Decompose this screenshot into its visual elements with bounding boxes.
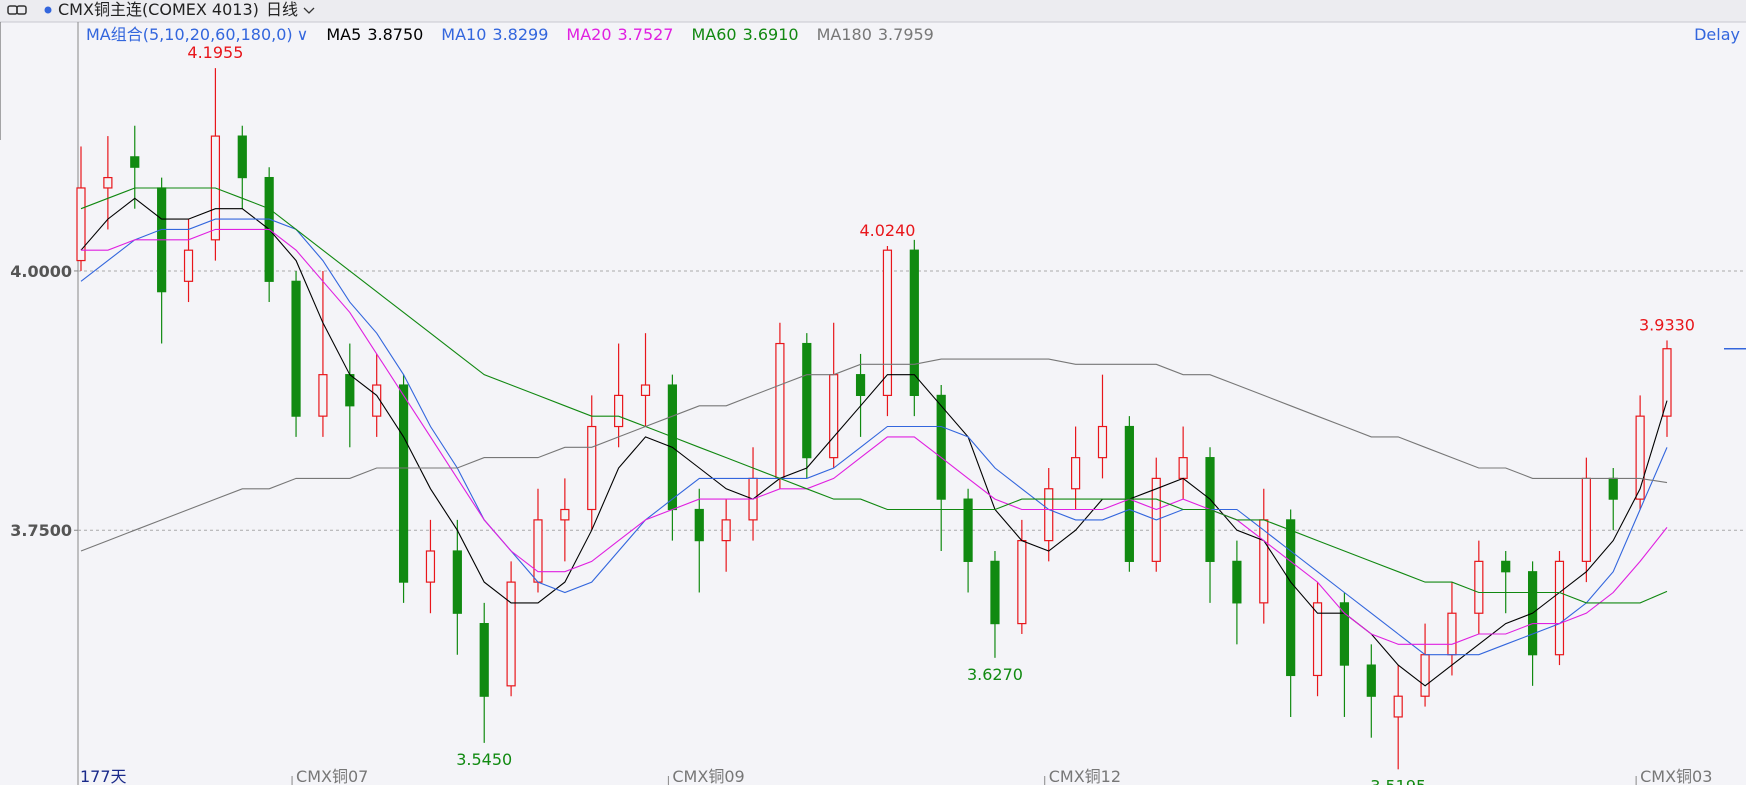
legend-name: MA180 xyxy=(817,25,872,44)
candle-body xyxy=(318,374,328,417)
candle-body xyxy=(1635,415,1645,500)
candle-body xyxy=(452,550,462,614)
status-dot xyxy=(44,6,52,14)
link-icon xyxy=(7,5,27,15)
x-tick-label: CMX铜07 xyxy=(296,767,368,785)
candle-body xyxy=(291,280,301,417)
candle-body xyxy=(614,394,624,428)
high-label: 4.1955 xyxy=(187,43,243,62)
candle-body xyxy=(1286,519,1296,677)
ma-group: MA组合(5,10,20,60,180,0) xyxy=(86,25,293,44)
candle-body xyxy=(1474,560,1484,614)
legend: MA组合(5,10,20,60,180,0) ∨ MA5 3.8750 MA10 3.82… xyxy=(86,25,934,44)
legend-name: MA5 xyxy=(326,25,361,44)
x-tick-label: CMX铜03 xyxy=(1640,767,1712,785)
legend-value: 3.7527 xyxy=(618,25,674,44)
candle-body xyxy=(855,374,866,397)
y-tick-label: 4.0000 xyxy=(10,262,72,281)
candle-body xyxy=(1662,348,1672,417)
legend-value: 3.6910 xyxy=(743,25,799,44)
candle-body xyxy=(936,394,946,500)
x-tick-label: CMX铜09 xyxy=(672,767,744,785)
status: Delay xyxy=(1694,25,1740,44)
candle-body xyxy=(1366,664,1376,697)
candle-body xyxy=(1017,540,1027,625)
candle-body xyxy=(560,508,570,521)
candle-body xyxy=(1420,654,1430,697)
candle-body xyxy=(130,156,140,168)
header-bar xyxy=(0,0,1746,22)
candle-body xyxy=(1447,612,1457,656)
legend-value: 3.7959 xyxy=(878,25,934,44)
x-tick-label: CMX铜12 xyxy=(1049,767,1121,785)
candle-body xyxy=(1178,457,1188,479)
candle-body xyxy=(829,374,839,459)
candle-body xyxy=(990,560,1000,625)
legend-value: 3.8750 xyxy=(367,25,423,44)
candle-body xyxy=(1124,425,1134,562)
candle-body xyxy=(183,249,194,282)
ma-line xyxy=(80,218,1668,656)
candle-body xyxy=(1608,477,1618,500)
ma-line xyxy=(80,197,1668,687)
legend-name: MA60 xyxy=(691,25,736,44)
candle-body xyxy=(103,176,113,189)
low-label: 3.5450 xyxy=(456,750,512,769)
legend-name: MA10 xyxy=(441,25,486,44)
low-label: 3.6270 xyxy=(967,665,1023,684)
candle-body xyxy=(802,342,812,459)
candle-body xyxy=(479,622,489,697)
candle-body xyxy=(506,581,516,687)
candle-body xyxy=(1097,425,1108,459)
instrument-title[interactable]: CMX铜主连(COMEX 4013) xyxy=(58,0,259,19)
candle-body xyxy=(1071,457,1081,490)
candle-body xyxy=(1501,560,1511,573)
candle-body xyxy=(587,425,597,511)
candle-body xyxy=(1554,560,1565,656)
period[interactable]: 日线 xyxy=(266,0,298,19)
period-chevron[interactable] xyxy=(303,7,315,14)
ma-line xyxy=(81,228,1668,645)
candle-body xyxy=(721,519,731,542)
ma-group-chevron: ∨ xyxy=(297,25,309,44)
ma-line xyxy=(80,358,1668,552)
legend-value: 3.8299 xyxy=(492,25,548,44)
candle-body xyxy=(76,187,86,262)
candle-body xyxy=(1312,602,1323,677)
candle-body xyxy=(963,498,973,562)
y-tick-label: 3.7500 xyxy=(10,521,72,540)
candle-body xyxy=(237,135,247,179)
high-label: 3.9330 xyxy=(1639,315,1695,334)
candle-body xyxy=(398,384,409,583)
candle-body xyxy=(775,342,785,479)
candle-body xyxy=(694,508,704,542)
candle-body xyxy=(533,519,543,583)
legend-name: MA20 xyxy=(566,25,611,44)
candle-body xyxy=(425,550,436,583)
candle-body xyxy=(1044,488,1054,542)
ma-line xyxy=(80,187,1668,604)
candle-body xyxy=(1393,695,1403,718)
range-label: 177天 xyxy=(80,767,127,785)
high-label: 4.0240 xyxy=(859,221,915,240)
candle-body xyxy=(1232,560,1242,604)
candle-body xyxy=(909,249,919,397)
low-label: 3.5195 xyxy=(1370,776,1426,785)
candle-body xyxy=(640,384,651,397)
candle-body xyxy=(1339,602,1350,666)
candle-body xyxy=(345,374,355,407)
candle-body xyxy=(882,249,893,397)
candle-body xyxy=(1581,477,1591,562)
